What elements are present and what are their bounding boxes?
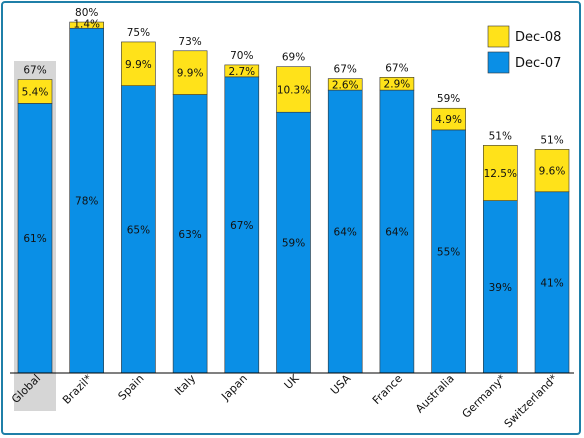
label-dec08-10: 9.6% <box>539 166 566 178</box>
bar-dec07-9 <box>482 200 518 374</box>
label-total-10: 51% <box>540 134 563 146</box>
label-dec08-5: 10.3% <box>277 84 310 96</box>
labels-layer: 61% 5.4% 67% 78% 1.4%80% 65% 9.9% 75% 63% 9.9% 73%… <box>22 7 566 294</box>
legend-swatch-0 <box>487 25 510 48</box>
bar-dec07-6 <box>327 89 363 374</box>
bar-dec08-10 <box>534 149 570 193</box>
category-label-7: France <box>370 372 405 407</box>
category-label-3: Italy <box>172 372 198 398</box>
category-label-4: Japan <box>218 372 250 404</box>
label-total-8: 59% <box>437 93 460 105</box>
category-labels: Global Brazil* Spain Italy Japan UK USA France A… <box>9 371 560 430</box>
label-total-2: 75% <box>127 27 150 39</box>
label-dec08-4: 2.7% <box>228 66 255 78</box>
bar-dec08-6 <box>327 78 363 91</box>
label-dec08-7: 2.9% <box>384 79 411 91</box>
label-dec07-6: 64% <box>334 227 357 239</box>
label-dec07-4: 67% <box>230 220 253 232</box>
bar-dec08-8 <box>431 107 466 131</box>
label-dec08-0: 5.4% <box>22 86 49 98</box>
category-label-8: Australia <box>413 372 457 416</box>
bar-dec08-7 <box>379 77 415 91</box>
label-total-1: 80% <box>75 7 98 19</box>
label-dec08-3: 9.9% <box>177 68 204 80</box>
bar-dec08-3 <box>172 50 208 95</box>
label-total-9: 51% <box>489 130 512 142</box>
label-total-0: 67% <box>23 65 46 77</box>
label-total-4: 70% <box>230 50 253 62</box>
label-dec08-9: 12.5% <box>484 168 517 180</box>
bar-dec07-5 <box>276 111 311 374</box>
legend-label-0: Dec-08 <box>515 30 561 45</box>
label-dec08-1: 1.4% <box>73 19 100 31</box>
bar-dec07-10 <box>534 191 570 374</box>
label-dec07-0: 61% <box>23 233 46 245</box>
category-label-10: Switzerland* <box>502 372 561 431</box>
category-label-9: Germany* <box>460 372 509 421</box>
bar-dec07-1 <box>69 27 104 374</box>
label-dec07-2: 65% <box>127 224 150 236</box>
label-dec08-6: 2.6% <box>332 79 359 91</box>
label-total-6: 67% <box>334 64 357 76</box>
label-dec07-9: 39% <box>489 282 512 294</box>
bar-dec08-5 <box>276 66 311 113</box>
bar-dec07-4 <box>224 76 260 374</box>
category-label-1: Brazil* <box>60 372 95 407</box>
bar-dec07-7 <box>379 89 415 374</box>
bars-layer <box>17 21 570 374</box>
label-dec07-8: 55% <box>437 246 460 258</box>
label-dec07-5: 59% <box>282 238 305 250</box>
label-dec07-10: 41% <box>540 277 563 289</box>
label-total-5: 69% <box>282 52 305 64</box>
label-dec08-8: 4.9% <box>435 114 462 126</box>
label-total-3: 73% <box>178 36 201 48</box>
bar-dec08-9 <box>482 145 518 201</box>
category-label-2: Spain <box>116 372 147 403</box>
legend: Dec-08 Dec-07 <box>487 25 561 74</box>
legend-swatch-1 <box>487 51 510 74</box>
label-total-7: 67% <box>385 62 408 74</box>
label-dec07-7: 64% <box>385 227 408 239</box>
bar-dec08-4 <box>224 64 260 78</box>
bar-dec07-3 <box>172 94 208 374</box>
category-label-6: USA <box>328 372 354 398</box>
category-label-5: UK <box>282 371 303 392</box>
label-dec08-2: 9.9% <box>125 59 152 71</box>
bar-dec08-0 <box>17 79 53 104</box>
legend-label-1: Dec-07 <box>515 56 561 71</box>
label-dec07-1: 78% <box>75 196 98 208</box>
label-dec07-3: 63% <box>178 229 201 241</box>
bar-dec08-2 <box>121 41 156 87</box>
bar-dec08-1 <box>69 21 104 29</box>
